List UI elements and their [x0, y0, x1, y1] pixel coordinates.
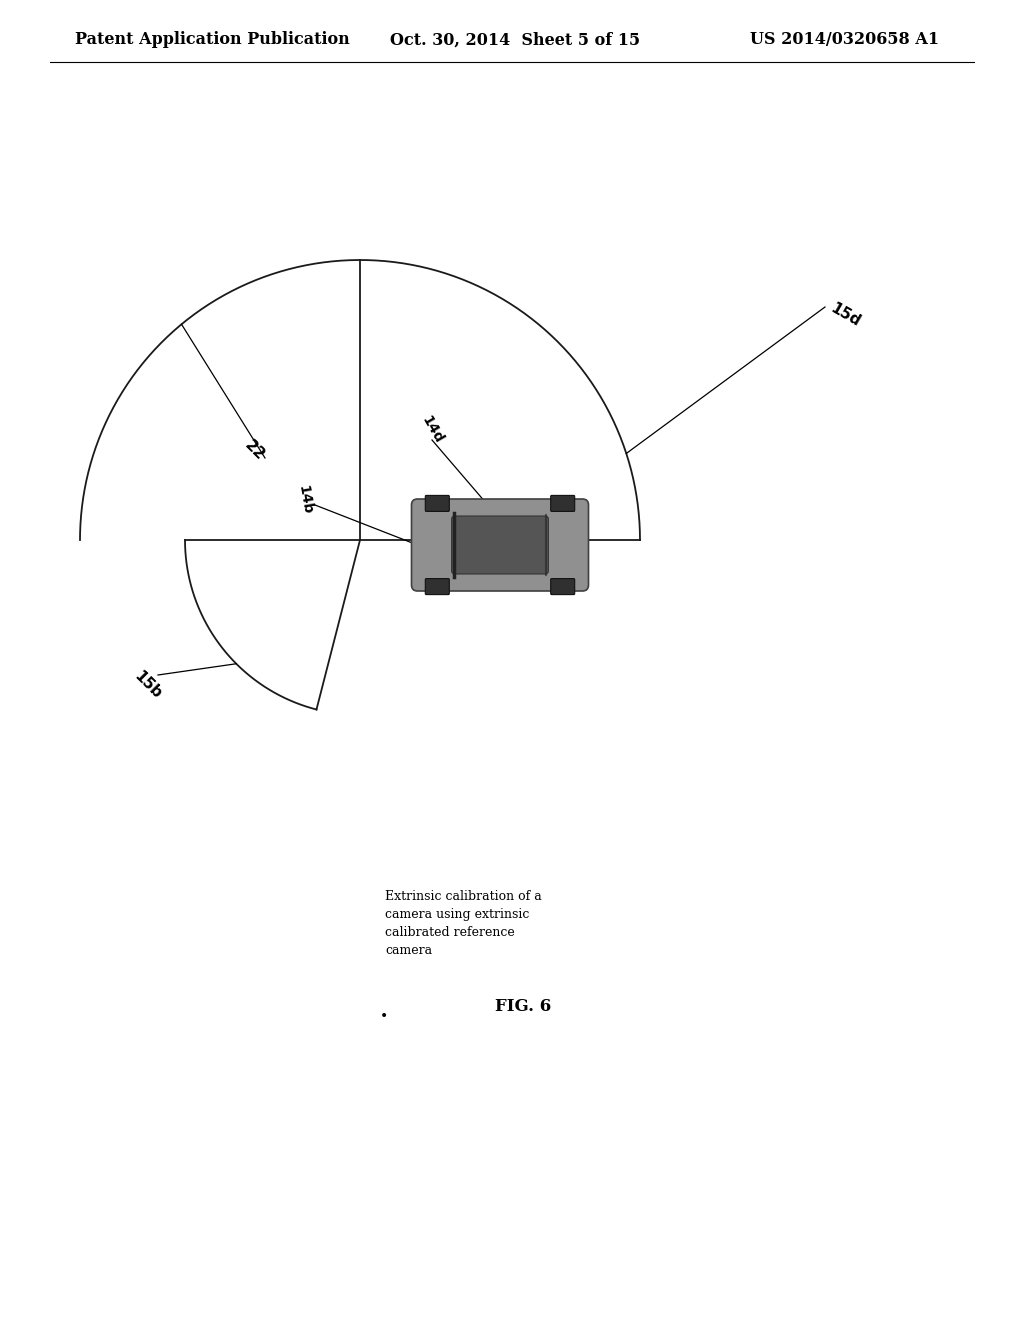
Text: •: •	[380, 1010, 388, 1024]
Text: Extrinsic calibration of a
camera using extrinsic
calibrated reference
camera: Extrinsic calibration of a camera using …	[385, 890, 542, 957]
Text: FIG. 6: FIG. 6	[495, 998, 551, 1015]
FancyBboxPatch shape	[425, 578, 450, 594]
Text: Patent Application Publication: Patent Application Publication	[75, 32, 350, 49]
Text: 14b: 14b	[296, 484, 314, 516]
Text: 22: 22	[242, 437, 268, 463]
Text: US 2014/0320658 A1: US 2014/0320658 A1	[750, 32, 939, 49]
Text: 14d: 14d	[419, 413, 445, 446]
Text: Oct. 30, 2014  Sheet 5 of 15: Oct. 30, 2014 Sheet 5 of 15	[390, 32, 640, 49]
FancyBboxPatch shape	[412, 499, 589, 591]
Text: 15d: 15d	[827, 301, 862, 330]
FancyBboxPatch shape	[551, 495, 574, 511]
FancyBboxPatch shape	[425, 495, 450, 511]
FancyBboxPatch shape	[551, 578, 574, 594]
FancyBboxPatch shape	[452, 516, 549, 574]
Text: 15b: 15b	[131, 668, 165, 702]
